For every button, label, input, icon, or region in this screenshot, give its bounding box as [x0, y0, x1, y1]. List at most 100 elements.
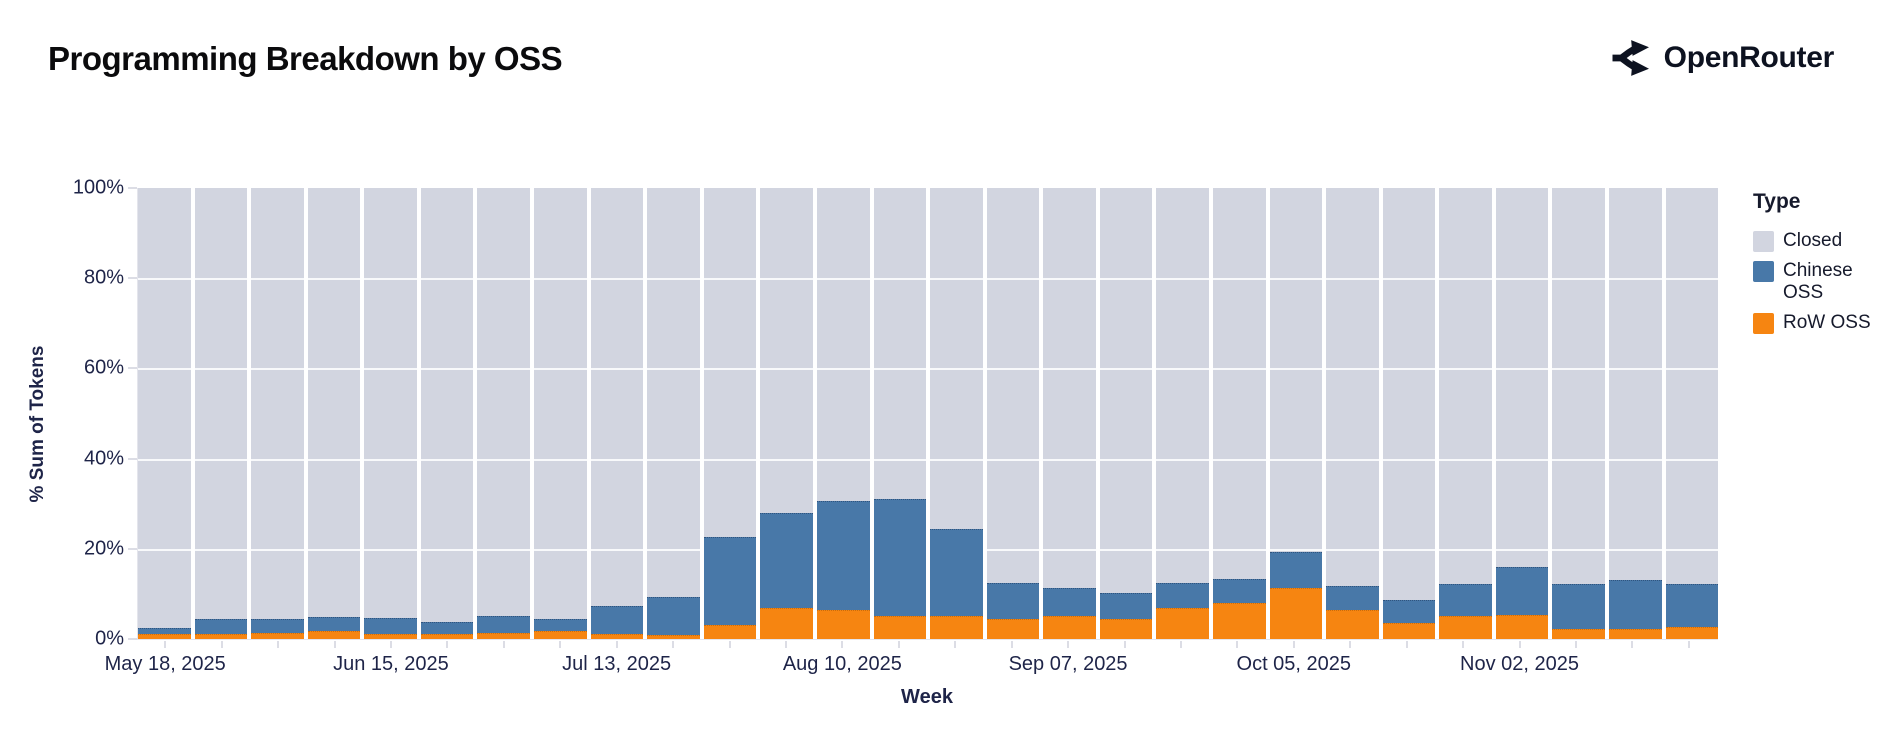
bar-week-oct-05-2025 — [1269, 188, 1323, 639]
y-tick-label-0: 0% — [95, 627, 124, 650]
segment-closed — [420, 188, 474, 622]
legend-label: Chinese OSS — [1783, 260, 1853, 303]
segment-chinese-oss — [1043, 587, 1096, 617]
bar-week-nov-02-2025 — [1495, 188, 1549, 639]
brand-name: OpenRouter — [1663, 41, 1835, 74]
segment-chinese-oss — [534, 619, 587, 632]
y-tick-label-40: 40% — [83, 447, 124, 470]
segment-row-oss — [1212, 603, 1266, 639]
segment-closed — [1552, 188, 1606, 584]
bar-week-aug-31-2025 — [986, 188, 1040, 639]
legend-label: RoW OSS — [1783, 311, 1871, 333]
segment-row-oss — [420, 634, 474, 639]
legend-swatch — [1753, 231, 1774, 252]
segment-row-oss — [1043, 616, 1096, 639]
segment-row-oss — [873, 615, 927, 639]
y-tick-mark-100 — [128, 187, 137, 189]
segment-closed — [534, 188, 587, 620]
segment-row-oss — [1552, 629, 1606, 639]
segment-chinese-oss — [477, 616, 531, 634]
segment-closed — [1665, 188, 1719, 584]
segment-row-oss — [1099, 619, 1153, 639]
segment-closed — [477, 188, 531, 617]
segment-row-oss — [307, 631, 361, 639]
x-tick-mark — [1236, 641, 1239, 648]
x-tick-mark — [1123, 641, 1126, 648]
bar-week-jul-27-2025 — [703, 188, 757, 639]
bar-week-aug-24-2025 — [930, 188, 983, 639]
segment-chinese-oss — [1495, 566, 1549, 615]
segment-row-oss — [1495, 614, 1549, 639]
segment-chinese-oss — [816, 501, 870, 611]
segment-chinese-oss — [364, 618, 417, 635]
bar-week-nov-16-2025 — [1609, 188, 1662, 639]
segment-closed — [1439, 188, 1492, 584]
legend-swatch — [1753, 312, 1774, 334]
bar-week-may-18-2025 — [138, 188, 191, 639]
bar-week-jul-06-2025 — [534, 188, 587, 639]
segment-closed — [1495, 188, 1549, 567]
segment-row-oss — [251, 633, 304, 639]
x-tick-mark — [1574, 641, 1577, 648]
segment-row-oss — [477, 633, 531, 639]
segment-closed — [251, 188, 304, 620]
segment-chinese-oss — [138, 628, 191, 634]
segment-row-oss — [1382, 622, 1436, 639]
y-tick-label-80: 80% — [83, 266, 124, 289]
legend-item-chinese-oss: Chinese OSS — [1753, 260, 1871, 304]
segment-chinese-oss — [1269, 552, 1323, 588]
x-tick-mark — [1067, 641, 1070, 648]
page-title: Programming Breakdown by OSS — [48, 40, 563, 77]
x-tick-mark — [1179, 641, 1182, 648]
brand-logo: OpenRouter — [1610, 38, 1834, 78]
segment-chinese-oss — [760, 512, 813, 609]
segment-chinese-oss — [1439, 583, 1492, 616]
x-tick-mark — [1687, 641, 1690, 648]
x-tick-mark — [1292, 641, 1295, 648]
segment-row-oss — [1665, 626, 1719, 639]
bar-week-jun-29-2025 — [477, 188, 531, 639]
x-tick-mark — [728, 641, 731, 648]
legend-label: Closed — [1783, 230, 1843, 251]
bar-week-may-25-2025 — [194, 188, 248, 639]
segment-closed — [816, 188, 870, 501]
openrouter-icon — [1612, 40, 1649, 76]
segment-row-oss — [760, 608, 813, 639]
x-tick-mark — [333, 641, 336, 648]
x-tick-mark — [220, 641, 223, 648]
segment-closed — [760, 188, 813, 513]
segment-closed — [873, 188, 927, 500]
bar-week-sep-28-2025 — [1212, 188, 1266, 639]
x-tick-label: Oct 05, 2025 — [1236, 653, 1352, 675]
segment-row-oss — [647, 634, 700, 639]
segment-closed — [986, 188, 1040, 583]
plot-area — [137, 188, 1719, 640]
bars-container — [138, 188, 1719, 639]
y-tick-label-60: 60% — [83, 356, 124, 379]
y-tick-label-100: 100% — [72, 176, 124, 199]
segment-row-oss — [194, 634, 248, 639]
segment-closed — [194, 188, 248, 620]
x-tick-label: Jul 13, 2025 — [562, 653, 672, 675]
segment-closed — [1156, 188, 1209, 583]
segment-chinese-oss — [930, 528, 983, 617]
segment-closed — [1326, 188, 1379, 586]
segment-chinese-oss — [986, 582, 1040, 619]
segment-row-oss — [590, 634, 644, 639]
bar-week-jun-22-2025 — [420, 188, 474, 639]
segment-chinese-oss — [1212, 579, 1266, 604]
segment-row-oss — [1439, 615, 1492, 639]
x-tick-mark — [672, 641, 675, 648]
segment-closed — [930, 188, 983, 529]
segment-closed — [138, 188, 191, 629]
x-tick-mark — [841, 641, 844, 648]
segment-closed — [1043, 188, 1096, 588]
legend-item-closed: Closed — [1753, 230, 1871, 252]
bar-week-oct-26-2025 — [1439, 188, 1492, 639]
segment-closed — [1609, 188, 1662, 580]
segment-chinese-oss — [1609, 579, 1662, 630]
segment-row-oss — [930, 616, 983, 639]
segment-chinese-oss — [420, 621, 474, 635]
segment-chinese-oss — [590, 605, 644, 635]
legend: Type Closed Chinese OSS RoW OSS — [1753, 190, 1871, 342]
